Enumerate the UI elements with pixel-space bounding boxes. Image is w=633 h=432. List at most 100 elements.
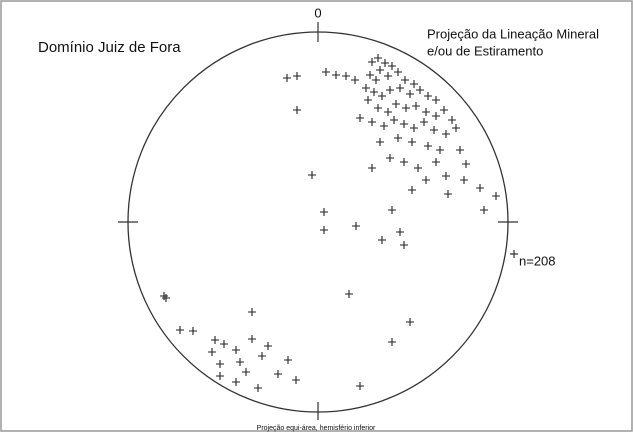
point — [352, 222, 360, 230]
point — [408, 138, 416, 146]
point — [308, 171, 316, 179]
point — [258, 352, 266, 360]
point — [376, 66, 384, 74]
point — [422, 176, 430, 184]
point — [216, 360, 224, 368]
point — [388, 338, 396, 346]
point — [362, 84, 370, 92]
point — [414, 164, 422, 172]
point — [406, 318, 414, 326]
point — [236, 358, 244, 366]
point — [242, 368, 250, 376]
point — [394, 68, 402, 76]
point — [176, 326, 184, 334]
point — [320, 208, 328, 216]
point — [420, 118, 428, 126]
chart-title: Domínio Juiz de Fora — [38, 39, 181, 56]
point — [386, 86, 394, 94]
point — [380, 122, 388, 130]
point — [386, 154, 394, 162]
point — [416, 86, 424, 94]
point — [162, 294, 170, 302]
point — [370, 88, 378, 96]
point — [216, 372, 224, 380]
point — [402, 104, 410, 112]
point — [356, 382, 364, 390]
point — [410, 80, 418, 88]
point — [232, 346, 240, 354]
point — [460, 176, 468, 184]
point — [412, 102, 420, 110]
point — [220, 340, 228, 348]
point — [400, 241, 408, 249]
point — [232, 378, 240, 386]
point — [368, 164, 376, 172]
point — [432, 158, 440, 166]
point — [384, 72, 392, 80]
point — [400, 120, 408, 128]
point — [442, 172, 450, 180]
point — [392, 100, 400, 108]
point — [396, 84, 404, 92]
count-label: n=208 — [519, 253, 556, 268]
point — [372, 76, 380, 84]
point — [384, 108, 392, 116]
point — [476, 184, 484, 192]
point — [320, 226, 328, 234]
point — [351, 76, 359, 84]
point — [293, 106, 301, 114]
point — [432, 96, 440, 104]
point — [254, 384, 262, 392]
point — [368, 58, 376, 66]
point — [374, 54, 382, 62]
point — [436, 146, 444, 154]
point — [424, 142, 432, 150]
point — [345, 290, 353, 298]
point — [364, 96, 372, 104]
point — [406, 90, 414, 98]
point — [378, 236, 386, 244]
point — [274, 370, 282, 378]
point — [342, 72, 350, 80]
point — [422, 108, 430, 116]
point — [388, 62, 396, 70]
point — [374, 104, 382, 112]
point — [368, 118, 376, 126]
point — [410, 124, 418, 132]
point — [332, 71, 340, 79]
point — [376, 138, 384, 146]
north-label: 0 — [314, 5, 321, 20]
point — [394, 134, 402, 142]
point — [381, 59, 389, 67]
point — [440, 106, 448, 114]
point — [448, 116, 456, 124]
point — [356, 114, 364, 122]
chart-subtitle: e/ou de Estiramento — [427, 43, 543, 58]
point — [189, 327, 197, 335]
point — [432, 112, 440, 120]
point — [264, 342, 272, 350]
point — [390, 116, 398, 124]
point — [400, 158, 408, 166]
point — [424, 92, 432, 100]
point — [430, 126, 438, 134]
point — [456, 146, 464, 154]
point — [462, 160, 470, 168]
point — [444, 190, 452, 198]
point — [396, 228, 404, 236]
point — [208, 348, 216, 356]
cardinal-ticks — [118, 22, 518, 420]
point — [442, 130, 450, 138]
point — [283, 74, 291, 82]
point — [452, 124, 460, 132]
chart-subtitle: Projeção da Lineação Mineral — [427, 26, 599, 41]
point — [248, 335, 256, 343]
point — [160, 292, 168, 300]
legend-cross — [510, 250, 518, 258]
point — [322, 68, 330, 76]
point — [401, 76, 409, 84]
point — [248, 308, 256, 316]
point — [366, 71, 374, 79]
